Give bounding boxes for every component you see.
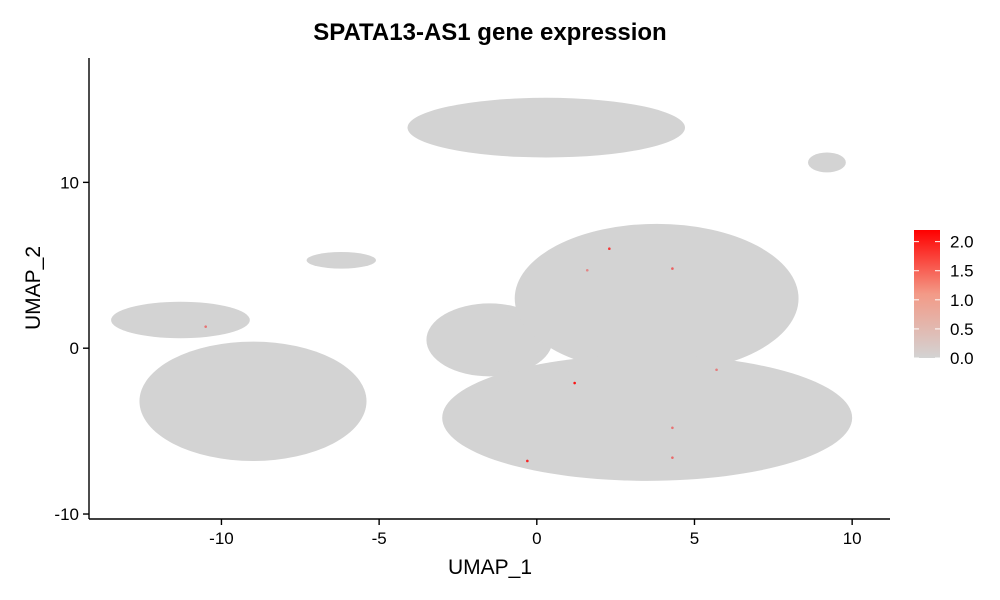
cluster-right-large-lower (442, 354, 853, 481)
expressing-point (608, 247, 611, 251)
colorbar-ticks: 0.0 0.5 1.0 1.5 2.0 (914, 233, 974, 368)
expressing-point (585, 268, 589, 272)
x-tick-label: -10 (209, 529, 234, 548)
y-tick-label: 10 (60, 173, 79, 192)
y-axis-ticks: -10 0 10 (54, 173, 89, 524)
cluster-top-center (407, 97, 686, 158)
colorbar-tick-label: 0.5 (950, 320, 974, 339)
expressing-point (671, 426, 674, 430)
expressing-point (715, 368, 718, 372)
x-axis-label: UMAP_1 (448, 556, 532, 579)
y-tick-label: -10 (54, 505, 79, 524)
expressing-point (671, 267, 674, 270)
x-tick-label: 10 (843, 529, 862, 548)
colorbar-tick-label: 2.0 (950, 233, 974, 252)
cluster-top-right-small (808, 152, 846, 173)
expressing-point (671, 456, 674, 459)
cell-clusters (111, 97, 853, 481)
x-tick-label: 5 (690, 529, 699, 548)
cluster-right-large-upper (514, 223, 799, 374)
x-axis-ticks: -10 -5 0 5 10 (209, 519, 862, 548)
y-tick-label: 0 (70, 339, 79, 358)
x-tick-label: -5 (372, 529, 387, 548)
expression-colorbar-legend: 0.0 0.5 1.0 1.5 2.0 (914, 230, 974, 368)
colorbar-tick-label: 0.0 (950, 349, 974, 368)
cluster-left-top (111, 301, 250, 339)
expressing-point (526, 459, 529, 463)
cluster-center-strand (426, 303, 553, 377)
y-axis-label: UMAP_2 (22, 246, 45, 330)
expressing-point (573, 381, 576, 385)
chart-title: SPATA13-AS1 gene expression (313, 19, 666, 46)
colorbar-tick-label: 1.0 (950, 291, 974, 310)
colorbar (914, 230, 940, 358)
colorbar-tick-label: 1.5 (950, 262, 974, 281)
expressing-point (204, 325, 207, 328)
cluster-small-left-strand (306, 252, 376, 269)
cluster-left-main (139, 341, 367, 461)
expressing-cells (204, 247, 718, 463)
x-tick-label: 0 (532, 529, 541, 548)
